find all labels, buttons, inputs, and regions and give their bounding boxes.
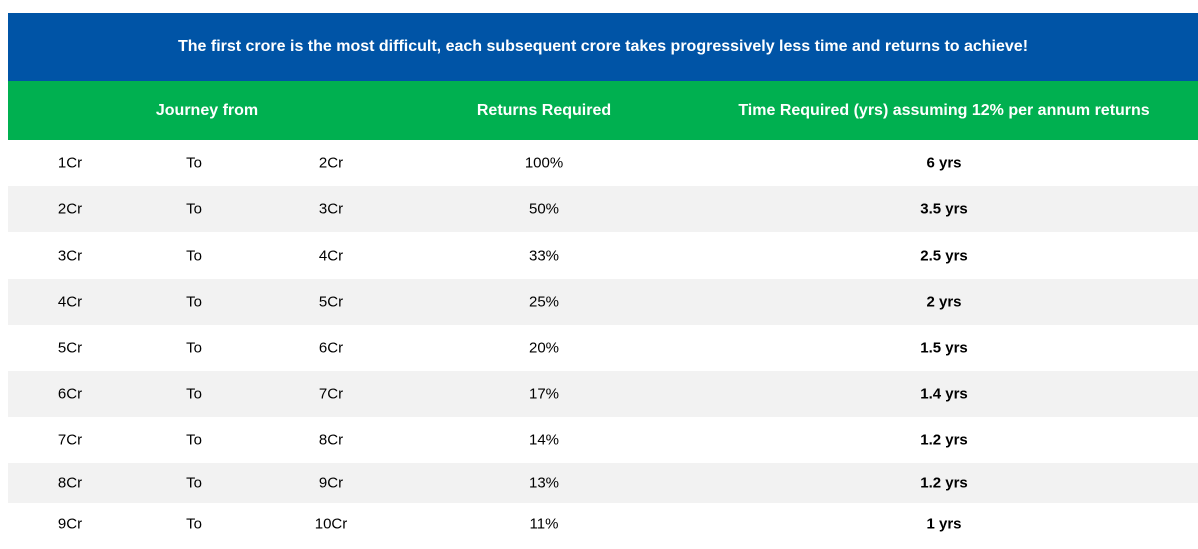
cell-to: To [186,339,202,357]
cell-destination: 4Cr [318,247,344,264]
cell-time: 1.2 yrs [920,474,968,492]
cell-returns: 25% [528,293,560,311]
cell-destination: 2Cr [318,154,344,172]
cell-time: 1.2 yrs [920,431,968,449]
table-row: 8Cr To 9Cr 13% 1.2 yrs [8,463,1198,503]
cell-destination: 3Cr [318,200,344,218]
cell-to: To [186,385,202,403]
cell-returns: 100% [524,154,564,172]
cell-destination: 5Cr [318,293,344,311]
cell-returns: 14% [528,431,560,449]
table-title: The first crore is the most difficult, e… [177,38,1029,55]
cell-time: 6 yrs [926,154,962,172]
cell-destination: 6Cr [318,339,344,357]
cell-time: 2.5 yrs [920,247,968,264]
cell-to: To [186,431,202,449]
cell-from: 3Cr [57,247,83,264]
cell-returns: 50% [528,200,560,218]
table-row: 2Cr To 3Cr 50% 3.5 yrs [8,186,1198,232]
table-row: 4Cr To 5Cr 25% 2 yrs [8,279,1198,325]
cell-to: To [186,200,202,218]
header-returns-required: Returns Required [476,101,612,119]
table-header-row: Journey from Returns Required Time Requi… [8,81,1198,140]
table-row: 7Cr To 8Cr 14% 1.2 yrs [8,417,1198,463]
cell-returns: 17% [528,385,560,403]
table-row: 1Cr To 2Cr 100% 6 yrs [8,140,1198,186]
cell-destination: 9Cr [318,474,344,492]
cell-time: 3.5 yrs [920,200,968,218]
cell-returns: 13% [528,474,560,492]
cell-from: 9Cr [57,515,83,533]
cell-to: To [186,247,202,264]
cell-time: 2 yrs [926,293,962,311]
table-row: 6Cr To 7Cr 17% 1.4 yrs [8,371,1198,417]
cell-from: 5Cr [57,339,83,357]
header-time-required: Time Required (yrs) assuming 12% per ann… [738,101,1150,119]
cell-destination: 10Cr [314,515,348,533]
table-row: 9Cr To 10Cr 11% 1 yrs [8,503,1198,545]
table-row: 3Cr To 4Cr 33% 2.5 yrs [8,232,1198,279]
cell-from: 6Cr [57,385,83,403]
cell-returns: 33% [528,247,560,264]
cell-to: To [186,154,202,172]
cell-to: To [186,474,202,492]
cell-destination: 8Cr [318,431,344,449]
cell-to: To [186,515,202,533]
cell-from: 4Cr [57,293,83,311]
cell-to: To [186,293,202,311]
table-title-bar: The first crore is the most difficult, e… [8,13,1198,81]
cell-returns: 11% [529,515,559,533]
cell-returns: 20% [528,339,560,357]
cell-from: 2Cr [57,200,83,218]
cell-time: 1.4 yrs [920,385,968,403]
crore-journey-table: The first crore is the most difficult, e… [8,13,1198,545]
cell-from: 1Cr [57,154,83,172]
cell-from: 8Cr [57,474,83,492]
header-journey-from: Journey from [155,101,259,119]
cell-time: 1 yrs [926,515,962,533]
cell-from: 7Cr [57,431,83,449]
cell-destination: 7Cr [318,385,344,403]
cell-time: 1.5 yrs [920,339,968,357]
table-row: 5Cr To 6Cr 20% 1.5 yrs [8,325,1198,371]
